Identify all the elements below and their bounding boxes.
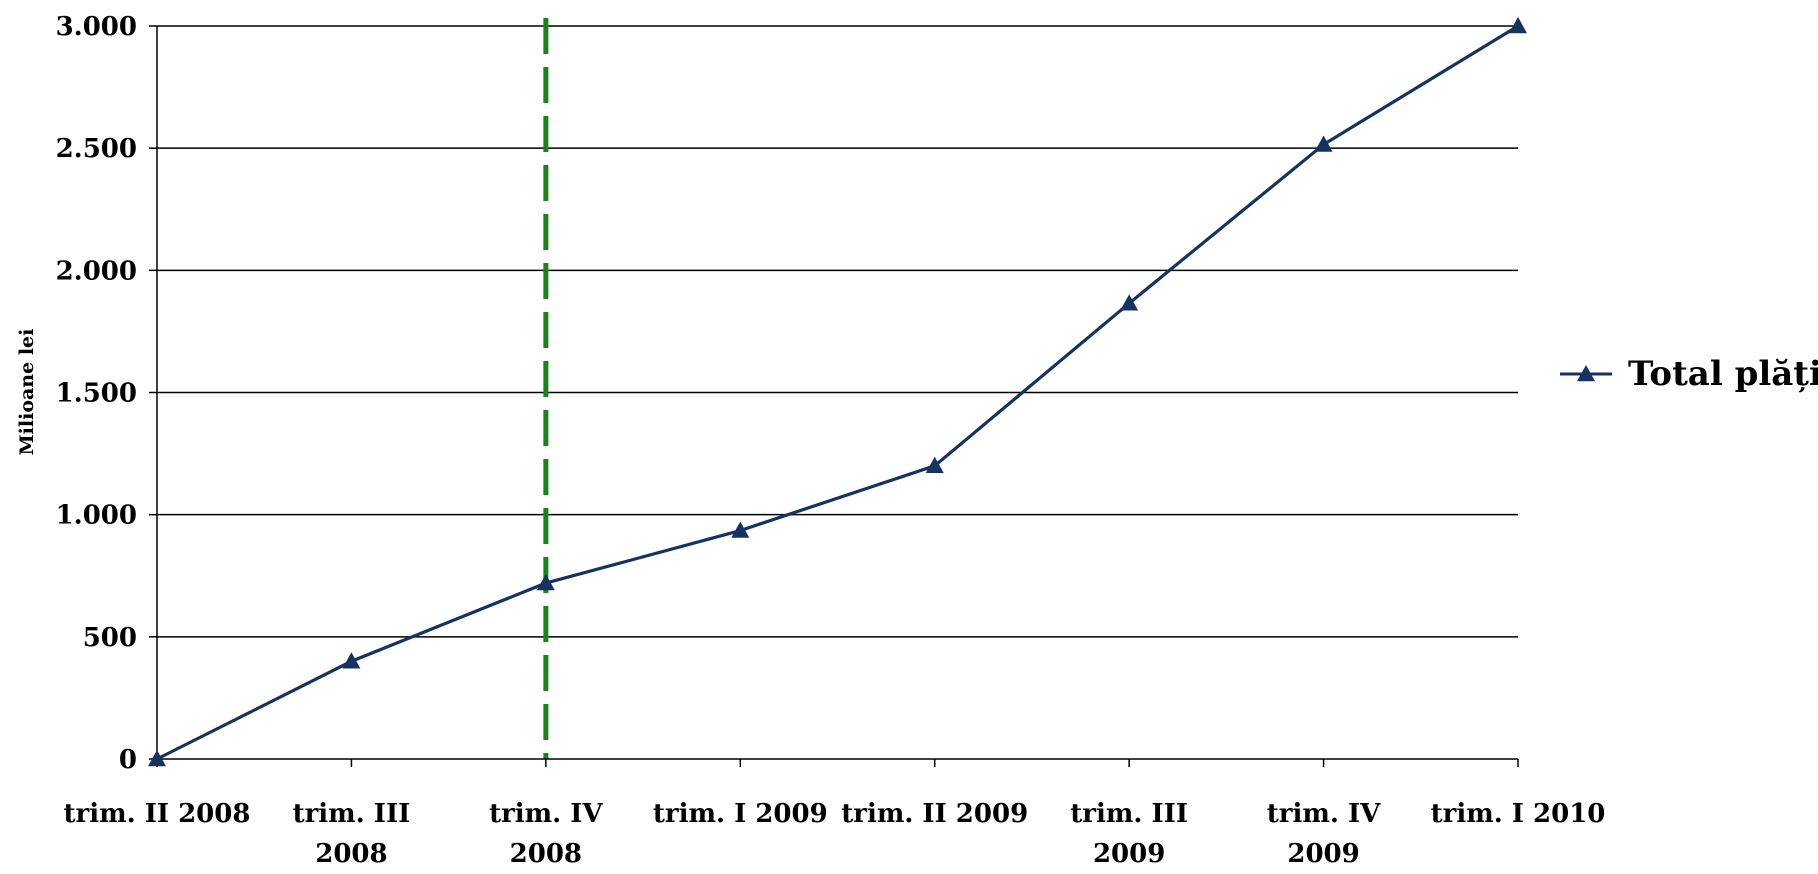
data-point-1	[342, 652, 361, 669]
data-point-4	[925, 456, 944, 473]
y-tick-label-6: 3.000	[56, 12, 137, 42]
data-point-7	[1509, 17, 1527, 34]
x-tick-label-line: trim. II 2008	[64, 799, 251, 829]
grid-lines	[157, 25, 1518, 638]
x-tick-label-line: trim. I 2010	[1431, 799, 1606, 829]
y-tick-labels: 0 500 1.000 1.500 2.000 2.500 3.000	[56, 12, 137, 775]
x-tick-label-7: trim. I 2010	[1431, 799, 1606, 829]
x-tick-label-0: trim. II 2008	[64, 799, 251, 829]
series-group	[148, 17, 1527, 767]
x-tick-label-line: trim. I 2009	[653, 799, 828, 829]
x-tick-label-1: trim. III 2008	[293, 799, 411, 869]
x-tick-label-line: 2008	[315, 839, 387, 869]
x-tick-label-line: trim. III	[293, 799, 411, 829]
data-point-3	[731, 521, 750, 538]
y-tick-label-3: 1.500	[56, 379, 137, 409]
x-tick-label-line: trim. II 2009	[841, 799, 1028, 829]
data-point-2	[536, 574, 555, 591]
x-tick-label-line: 2009	[1093, 839, 1165, 869]
x-tick-label-4: trim. II 2009	[841, 799, 1028, 829]
y-tick-label-5: 2.500	[56, 134, 137, 164]
legend-label: Total plăți	[1628, 354, 1818, 394]
y-tick-label-1: 500	[83, 623, 137, 653]
x-tick-label-line: trim. IV	[489, 799, 603, 829]
x-tick-label-5: trim. III 2009	[1070, 799, 1188, 869]
data-point-0	[148, 750, 166, 767]
legend-triangle-marker	[1577, 365, 1595, 382]
x-tick-label-line: trim. III	[1070, 799, 1188, 829]
x-tick-label-line: trim. IV	[1267, 799, 1381, 829]
legend: Total plăți	[1560, 354, 1818, 394]
data-point-5	[1120, 294, 1139, 311]
x-tick-label-line: 2008	[510, 839, 582, 869]
axes	[149, 25, 1519, 767]
y-tick-label-4: 2.000	[56, 256, 137, 286]
data-point-6	[1314, 135, 1333, 152]
series-line-0	[156, 24, 1519, 761]
y-tick-label-0: 0	[119, 745, 137, 775]
x-tick-label-2: trim. IV 2008	[489, 799, 603, 869]
y-axis-label: Milioane lei	[16, 329, 38, 456]
x-tick-label-6: trim. IV 2009	[1267, 799, 1381, 869]
y-tick-label-2: 1.000	[56, 501, 137, 531]
x-tick-label-line: 2009	[1287, 839, 1359, 869]
x-tick-label-3: trim. I 2009	[653, 799, 828, 829]
